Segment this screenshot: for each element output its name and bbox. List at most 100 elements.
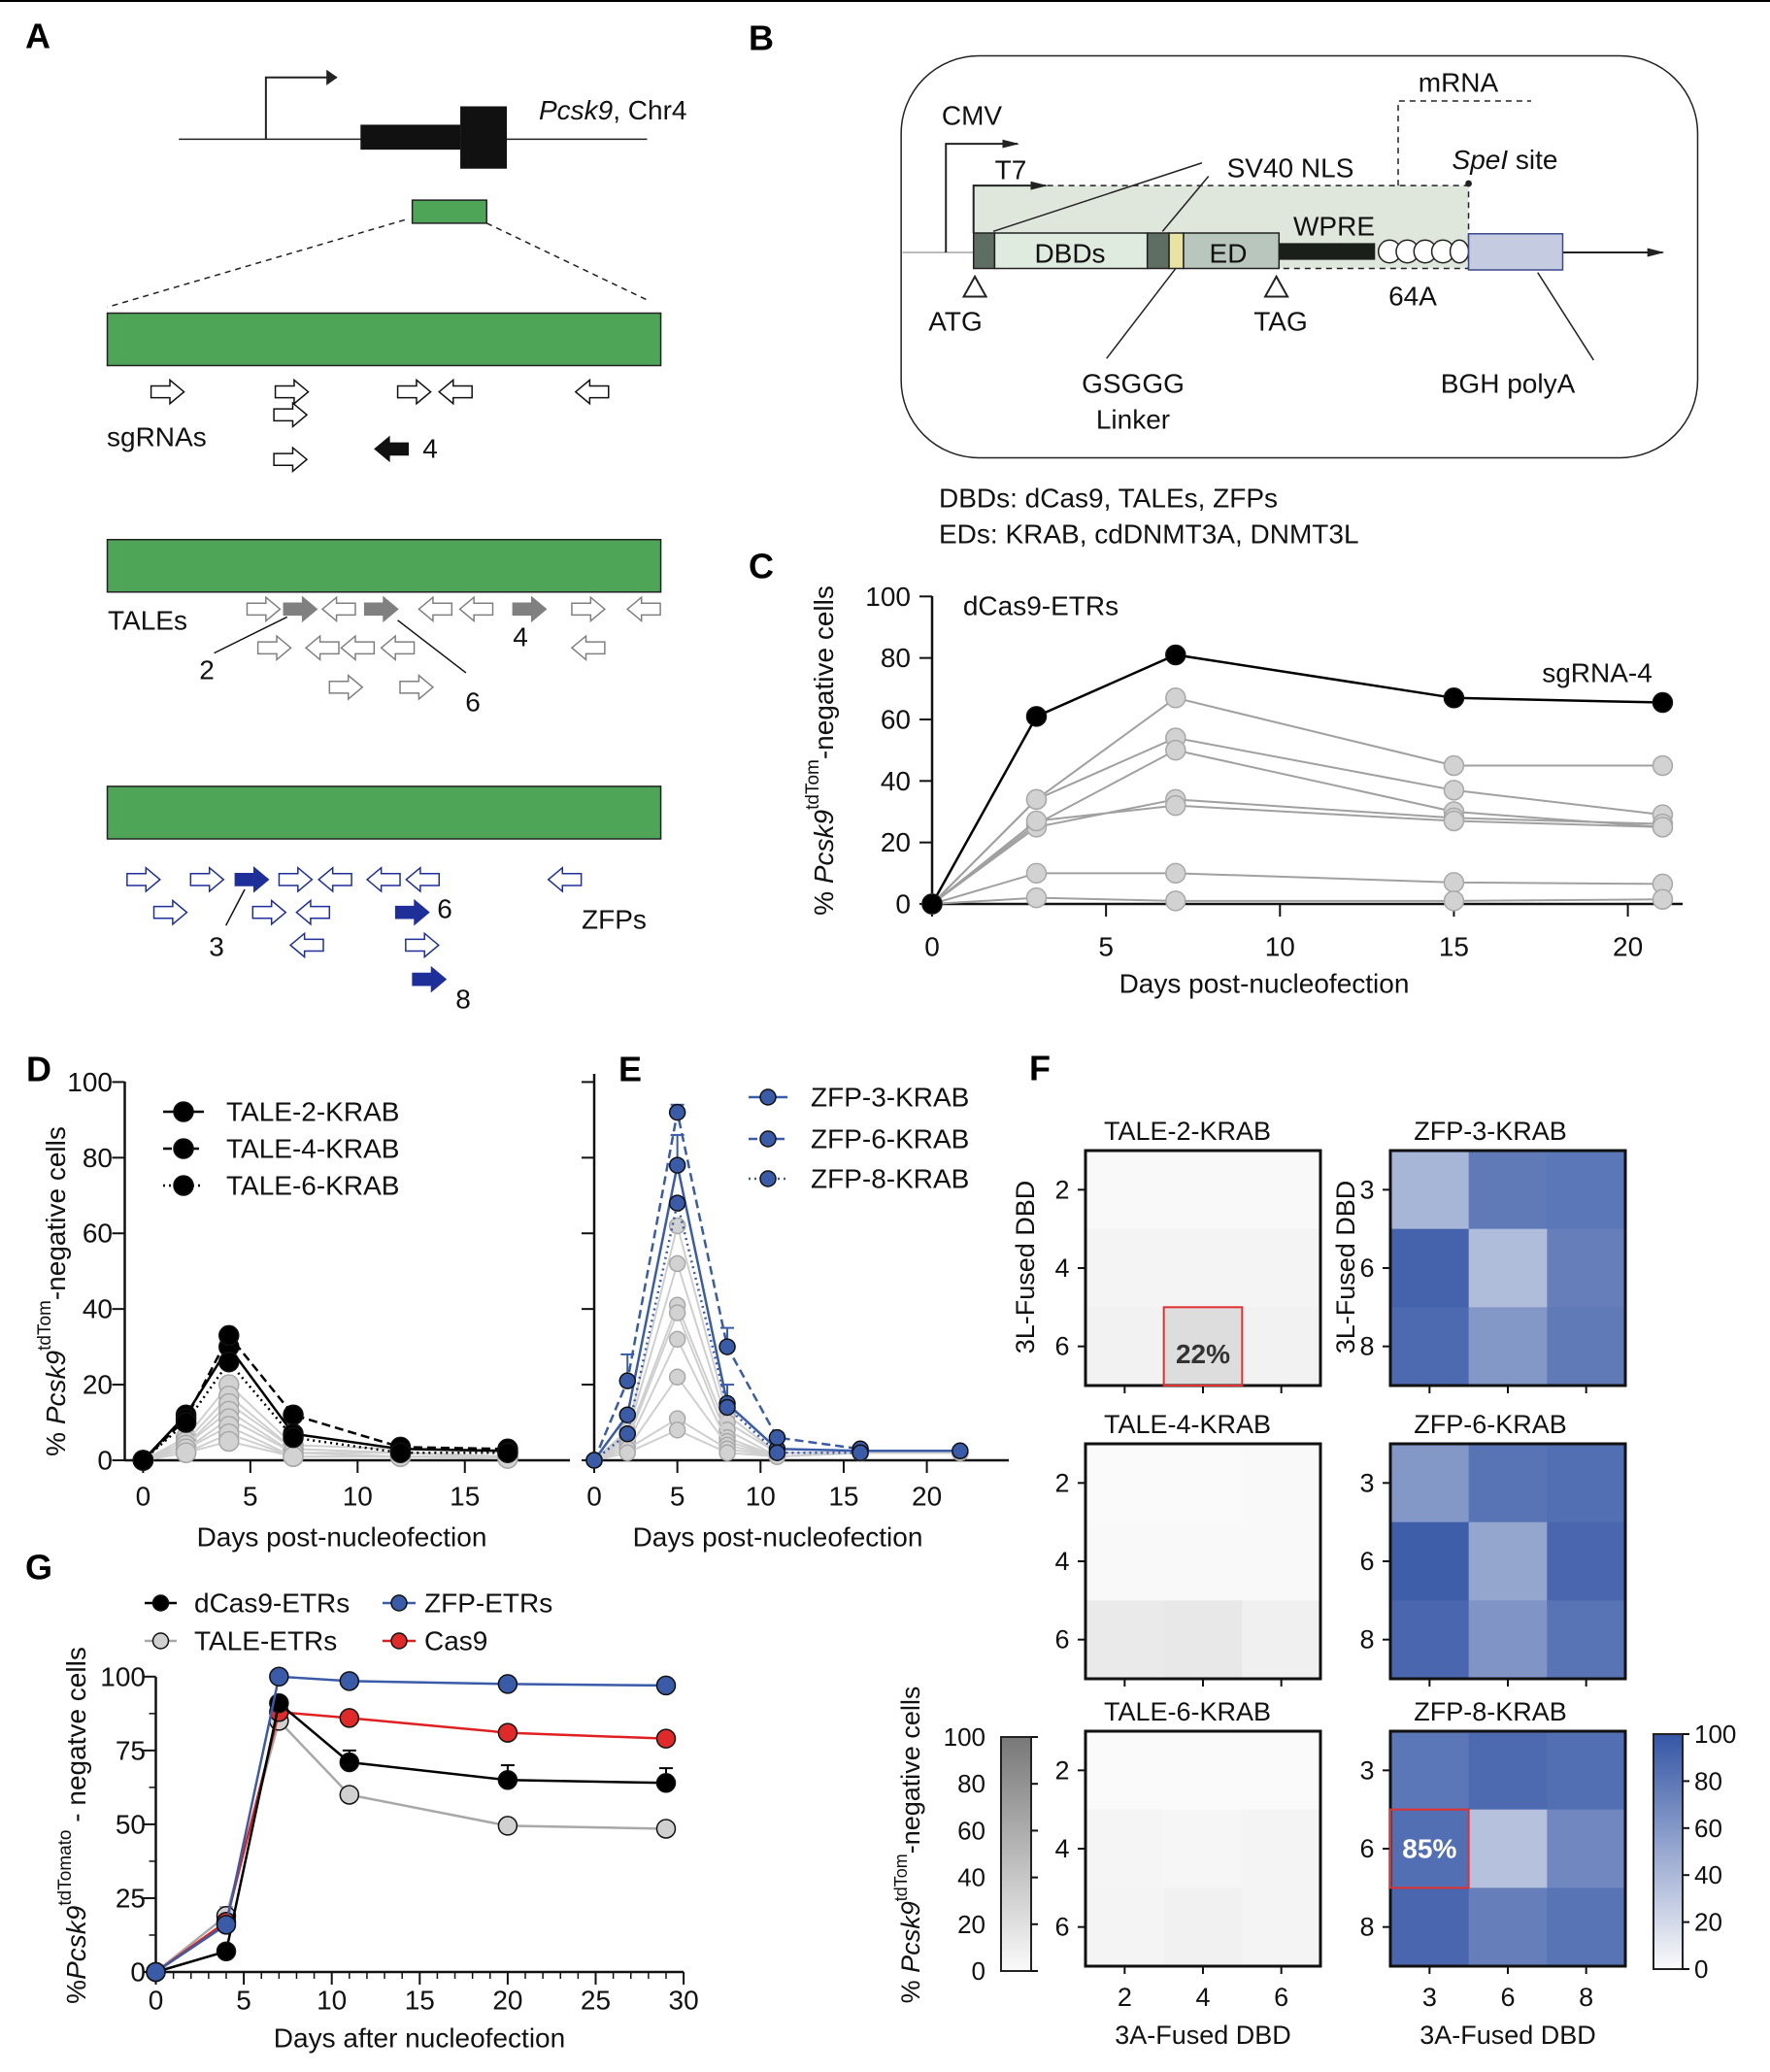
left-arrow-icon <box>460 597 493 620</box>
zfp-6-label: 6 <box>437 894 452 924</box>
right-arrow-icon <box>274 448 307 471</box>
data-point <box>175 1412 197 1433</box>
left-arrow-icon <box>406 868 439 891</box>
y-tick-label: 0 <box>895 889 911 919</box>
data-point <box>585 1452 603 1469</box>
data-point <box>618 1372 637 1389</box>
colorbar-grey <box>1000 1736 1032 1972</box>
linker-box <box>1169 233 1184 269</box>
colorbar-tick-label: 20 <box>957 1910 985 1939</box>
series-line <box>592 1112 861 1461</box>
spei-site-dot <box>1465 180 1472 187</box>
colorbar-tick-label: 100 <box>944 1722 985 1752</box>
heatmap-cell <box>1163 1307 1243 1387</box>
row-tick-label: 6 <box>1359 1253 1374 1283</box>
cmv-label: CMV <box>942 101 1003 131</box>
left-arrow-icon <box>322 597 355 620</box>
data-point <box>668 1368 686 1387</box>
row-tick-label: 4 <box>1054 1547 1069 1576</box>
region-bar-zfp <box>108 786 661 839</box>
legend-item: TALE-6-KRAB <box>163 1171 399 1201</box>
data-point <box>1443 687 1465 709</box>
legend-label: ZFP-6-KRAB <box>811 1124 969 1154</box>
left-arrow-icon <box>375 437 408 460</box>
series-sgrna-4 <box>921 644 1674 915</box>
row-tick-label: 6 <box>1359 1547 1374 1576</box>
data-point <box>1025 810 1048 832</box>
left-arrow-icon <box>627 597 660 620</box>
data-point <box>216 1941 237 1961</box>
legend-item: ZFP-6-KRAB <box>749 1124 969 1154</box>
heatmap-cell <box>1242 1521 1321 1601</box>
data-point <box>768 1444 786 1461</box>
legend-marker <box>759 1130 777 1148</box>
heatmap-cell <box>1468 1521 1548 1601</box>
polya-64a-label: 64A <box>1388 282 1437 312</box>
colorbar-blue <box>1653 1733 1684 1970</box>
right-arrow-icon <box>284 597 317 620</box>
data-point <box>497 1722 518 1743</box>
data-point <box>618 1424 637 1443</box>
y-tick-label: 40 <box>881 766 911 796</box>
x-tick-label: 5 <box>1098 932 1114 962</box>
data-point <box>1443 810 1465 832</box>
chart-c-xlabel: Days post-nucleofection <box>1119 969 1410 999</box>
x-tick-label: 15 <box>828 1482 858 1512</box>
data-point <box>175 1442 197 1463</box>
data-point <box>269 1666 289 1688</box>
zfps-label: ZFPs <box>582 905 647 935</box>
data-point <box>339 1752 360 1773</box>
x-tick-label: 10 <box>317 1986 347 2016</box>
left-arrow-icon <box>306 636 339 659</box>
col-tick-label: 6 <box>1500 1983 1515 2012</box>
data-point <box>1443 890 1465 912</box>
exon-large <box>460 106 508 169</box>
heatmap-cell <box>1468 1888 1548 1967</box>
legend-label: TALE-ETRs <box>194 1626 337 1656</box>
t7-promoter-arrow-icon <box>974 183 1048 233</box>
left-arrow-icon <box>341 636 374 659</box>
left-arrow-icon <box>290 933 323 956</box>
heatmap-cell <box>1390 1888 1470 1967</box>
heatmap-cell <box>1163 1444 1243 1523</box>
legend-marker <box>173 1138 194 1159</box>
right-arrow-icon <box>513 597 546 620</box>
panel-label-g: G <box>25 1548 52 1587</box>
data-point <box>668 1103 686 1121</box>
region-bar-sgrna <box>108 313 661 365</box>
footnote-dbds: DBDs: dCas9, TALEs, ZFPs <box>939 484 1278 514</box>
legend-label: TALE-4-KRAB <box>226 1134 399 1164</box>
heatmap-cell <box>1085 1228 1165 1308</box>
gene-name: Pcsk9 <box>539 95 613 125</box>
exon-small <box>360 124 461 150</box>
left-arrow-icon <box>572 636 605 659</box>
heatmap-cell <box>1390 1151 1470 1230</box>
sgrnas-label: sgRNAs <box>107 422 207 452</box>
colorbar-tick-label: 0 <box>972 1956 985 1986</box>
polya-circles <box>1379 240 1469 262</box>
right-arrow-icon <box>572 597 605 620</box>
data-point <box>1652 754 1674 777</box>
colorbar-tick-label: 0 <box>1694 1955 1708 1984</box>
right-arrow-icon <box>365 597 398 620</box>
ylabel-suffix: -negative cells <box>896 1687 925 1855</box>
heatmap-title: ZFP-3-KRAB <box>1414 1117 1567 1146</box>
colorbar-tick-label: 40 <box>957 1863 985 1892</box>
atg-label: ATG <box>928 307 982 337</box>
right-arrow-icon <box>413 967 446 990</box>
y-tick-label: 80 <box>881 643 911 673</box>
x-tick-label: 5 <box>243 1482 258 1512</box>
right-arrow-icon <box>247 597 280 620</box>
right-arrow-icon <box>276 380 309 403</box>
right-arrow-icon <box>329 676 362 699</box>
series-cas9 <box>146 1702 677 1983</box>
data-point <box>718 1338 736 1355</box>
heatmap-cell <box>1547 1809 1626 1888</box>
row-tick-label: 8 <box>1359 1625 1374 1654</box>
heatmap-cell <box>1242 1307 1321 1387</box>
col-tick-label: 3 <box>1422 1983 1437 2012</box>
y-tick-label: 20 <box>881 827 911 857</box>
right-arrow-icon <box>151 380 184 403</box>
y-tick-label: 80 <box>83 1143 113 1173</box>
chart-g-xlabel: Days after nucleofection <box>274 2023 565 2054</box>
